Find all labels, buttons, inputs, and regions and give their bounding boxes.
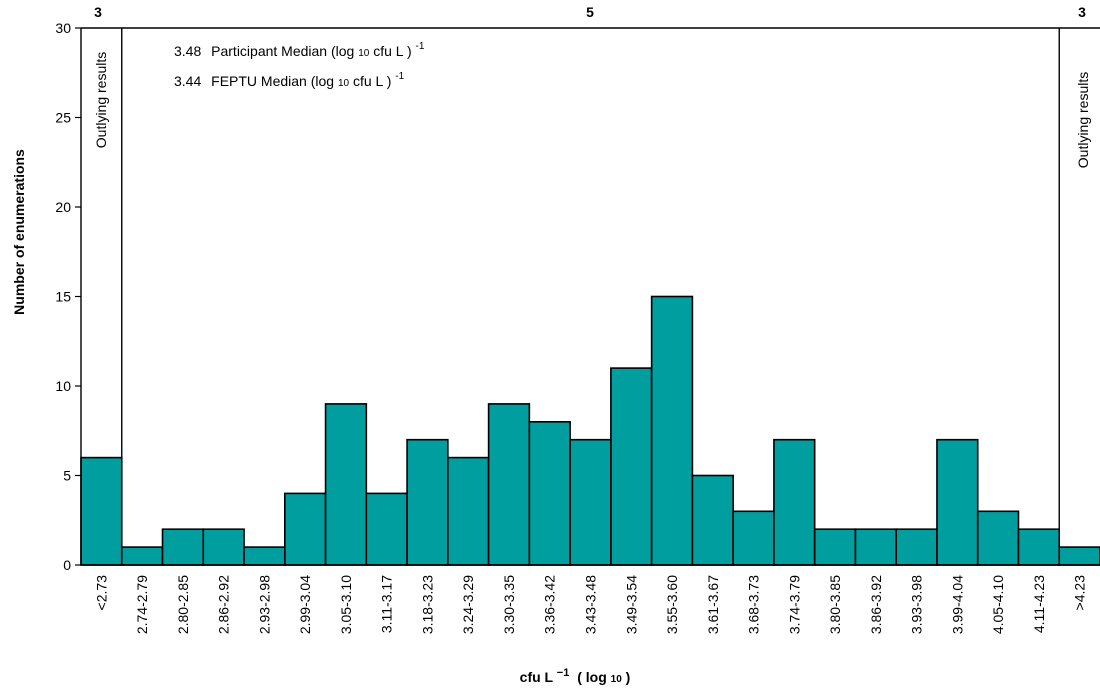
x-tick-label: 2.99-3.04	[297, 575, 313, 634]
bar-4.05-4.10	[976, 510, 1020, 566]
bar-lt2.73	[80, 456, 123, 566]
x-axis-title-main: cfu L	[520, 669, 554, 685]
bar-2.80-2.85	[161, 528, 205, 566]
x-axis-title-sup: −1	[557, 667, 570, 679]
x-tick-label: 3.05-3.10	[338, 575, 354, 634]
bar-3.24-3.29	[447, 456, 490, 566]
y-tick-label: 10	[55, 378, 71, 394]
participant-median-label: Participant Median (log	[211, 43, 354, 59]
bar-4.11-4.23	[1017, 528, 1061, 566]
x-tick-label: 2.86-2.92	[216, 575, 232, 634]
bar-3.93-3.98	[895, 528, 938, 566]
participant-median-annotation: 3.48 Participant Median (log 10 cfu L ) …	[174, 41, 425, 59]
x-tick-label: 3.61-3.67	[705, 575, 721, 634]
x-axis-title-paren: ( log	[577, 669, 607, 685]
participant-median-sub: 10	[358, 48, 370, 59]
x-tick-label: 2.80-2.85	[175, 575, 191, 634]
feptu-median-sub: 10	[338, 78, 350, 89]
top-label-right: 3	[1078, 4, 1086, 20]
x-tick-label: 3.43-3.48	[583, 575, 599, 634]
participant-median-value: 3.48	[174, 43, 201, 59]
feptu-median-label: FEPTU Median (log	[211, 73, 334, 89]
bar-3.68-3.73	[732, 510, 775, 566]
bar-3.43-3.48	[569, 438, 612, 566]
feptu-median-unit: cfu L	[353, 73, 384, 89]
feptu-median-value: 3.44	[174, 73, 201, 89]
bar-3.74-3.79	[773, 438, 816, 566]
bars-layer	[80, 295, 1100, 566]
x-tick-label: 3.49-3.54	[623, 575, 639, 634]
feptu-median-annotation: 3.44 FEPTU Median (log 10 cfu L ) -1	[174, 71, 405, 89]
bar-3.18-3.23	[406, 438, 449, 566]
x-tick-label: 2.93-2.98	[256, 575, 272, 634]
x-tick-label: 4.05-4.10	[990, 575, 1006, 634]
bar-3.61-3.67	[691, 474, 734, 566]
x-tick-label: 2.74-2.79	[134, 575, 150, 634]
participant-median-unit: cfu L	[373, 43, 404, 59]
y-tick-label: 20	[55, 199, 71, 215]
bar-3.36-3.42	[528, 420, 571, 566]
x-tick-label: >4.23	[1072, 575, 1088, 611]
bar-2.74-2.79	[120, 546, 164, 566]
y-tick-label: 5	[63, 468, 71, 484]
x-tick-label: 3.99-4.04	[949, 575, 965, 634]
x-axis-title-sub: 10	[611, 674, 623, 685]
bar-3.49-3.54	[610, 367, 653, 566]
y-tick-label: 25	[55, 110, 71, 126]
y-axis-title: Number of enumerations	[11, 149, 27, 315]
bar-3.86-3.92	[854, 528, 898, 566]
bar-3.11-3.17	[365, 492, 408, 566]
bar-3.55-3.60	[650, 295, 694, 566]
x-tick-label: 3.24-3.29	[460, 575, 476, 634]
bar-2.93-2.98	[243, 546, 286, 566]
x-tick-label: 3.30-3.35	[501, 575, 517, 634]
y-tick-label: 0	[63, 557, 71, 573]
outlier-label-left: Outlying results	[93, 52, 109, 148]
x-axis-title: cfu L −1 ( log 10 )	[520, 663, 631, 685]
x-tick-label: 3.74-3.79	[786, 575, 802, 634]
bar-2.99-3.04	[283, 492, 327, 566]
bar-3.80-3.85	[813, 528, 857, 566]
x-axis-title-close: )	[626, 669, 631, 685]
x-axis: <2.73 2.74-2.79 2.80-2.85 2.86-2.92 2.93-2.9…	[93, 575, 1087, 634]
participant-median-sup: -1	[416, 41, 425, 52]
bar-3.30-3.35	[487, 403, 531, 566]
feptu-median-close: )	[387, 73, 392, 89]
bar-3.05-3.10	[324, 403, 368, 566]
top-label-main: 5	[586, 4, 594, 20]
top-label-left: 3	[94, 4, 102, 20]
outlier-label-right: Outlying results	[1075, 72, 1091, 168]
x-tick-label: <2.73	[93, 575, 109, 611]
x-tick-label: 3.11-3.17	[379, 575, 395, 633]
y-tick-label: 15	[55, 289, 71, 305]
x-tick-label: 3.55-3.60	[664, 575, 680, 634]
bar-3.99-4.04	[936, 438, 979, 566]
y-tick-label: 30	[55, 20, 71, 36]
x-tick-label: 3.18-3.23	[419, 575, 435, 634]
x-tick-label: 3.93-3.98	[909, 575, 925, 634]
x-tick-label: 3.36-3.42	[542, 575, 558, 634]
x-tick-label: 3.86-3.92	[868, 575, 884, 634]
participant-median-close: )	[407, 43, 412, 59]
y-axis: 0 5 10 15 20 25 30	[55, 20, 81, 573]
x-tick-label: 3.80-3.85	[827, 575, 843, 634]
bar-2.86-2.92	[202, 528, 245, 566]
bar-gt4.23	[1058, 546, 1100, 566]
feptu-median-sup: -1	[395, 71, 404, 82]
x-tick-label: 3.68-3.73	[746, 575, 762, 634]
x-tick-label: 4.11-4.23	[1031, 575, 1047, 633]
